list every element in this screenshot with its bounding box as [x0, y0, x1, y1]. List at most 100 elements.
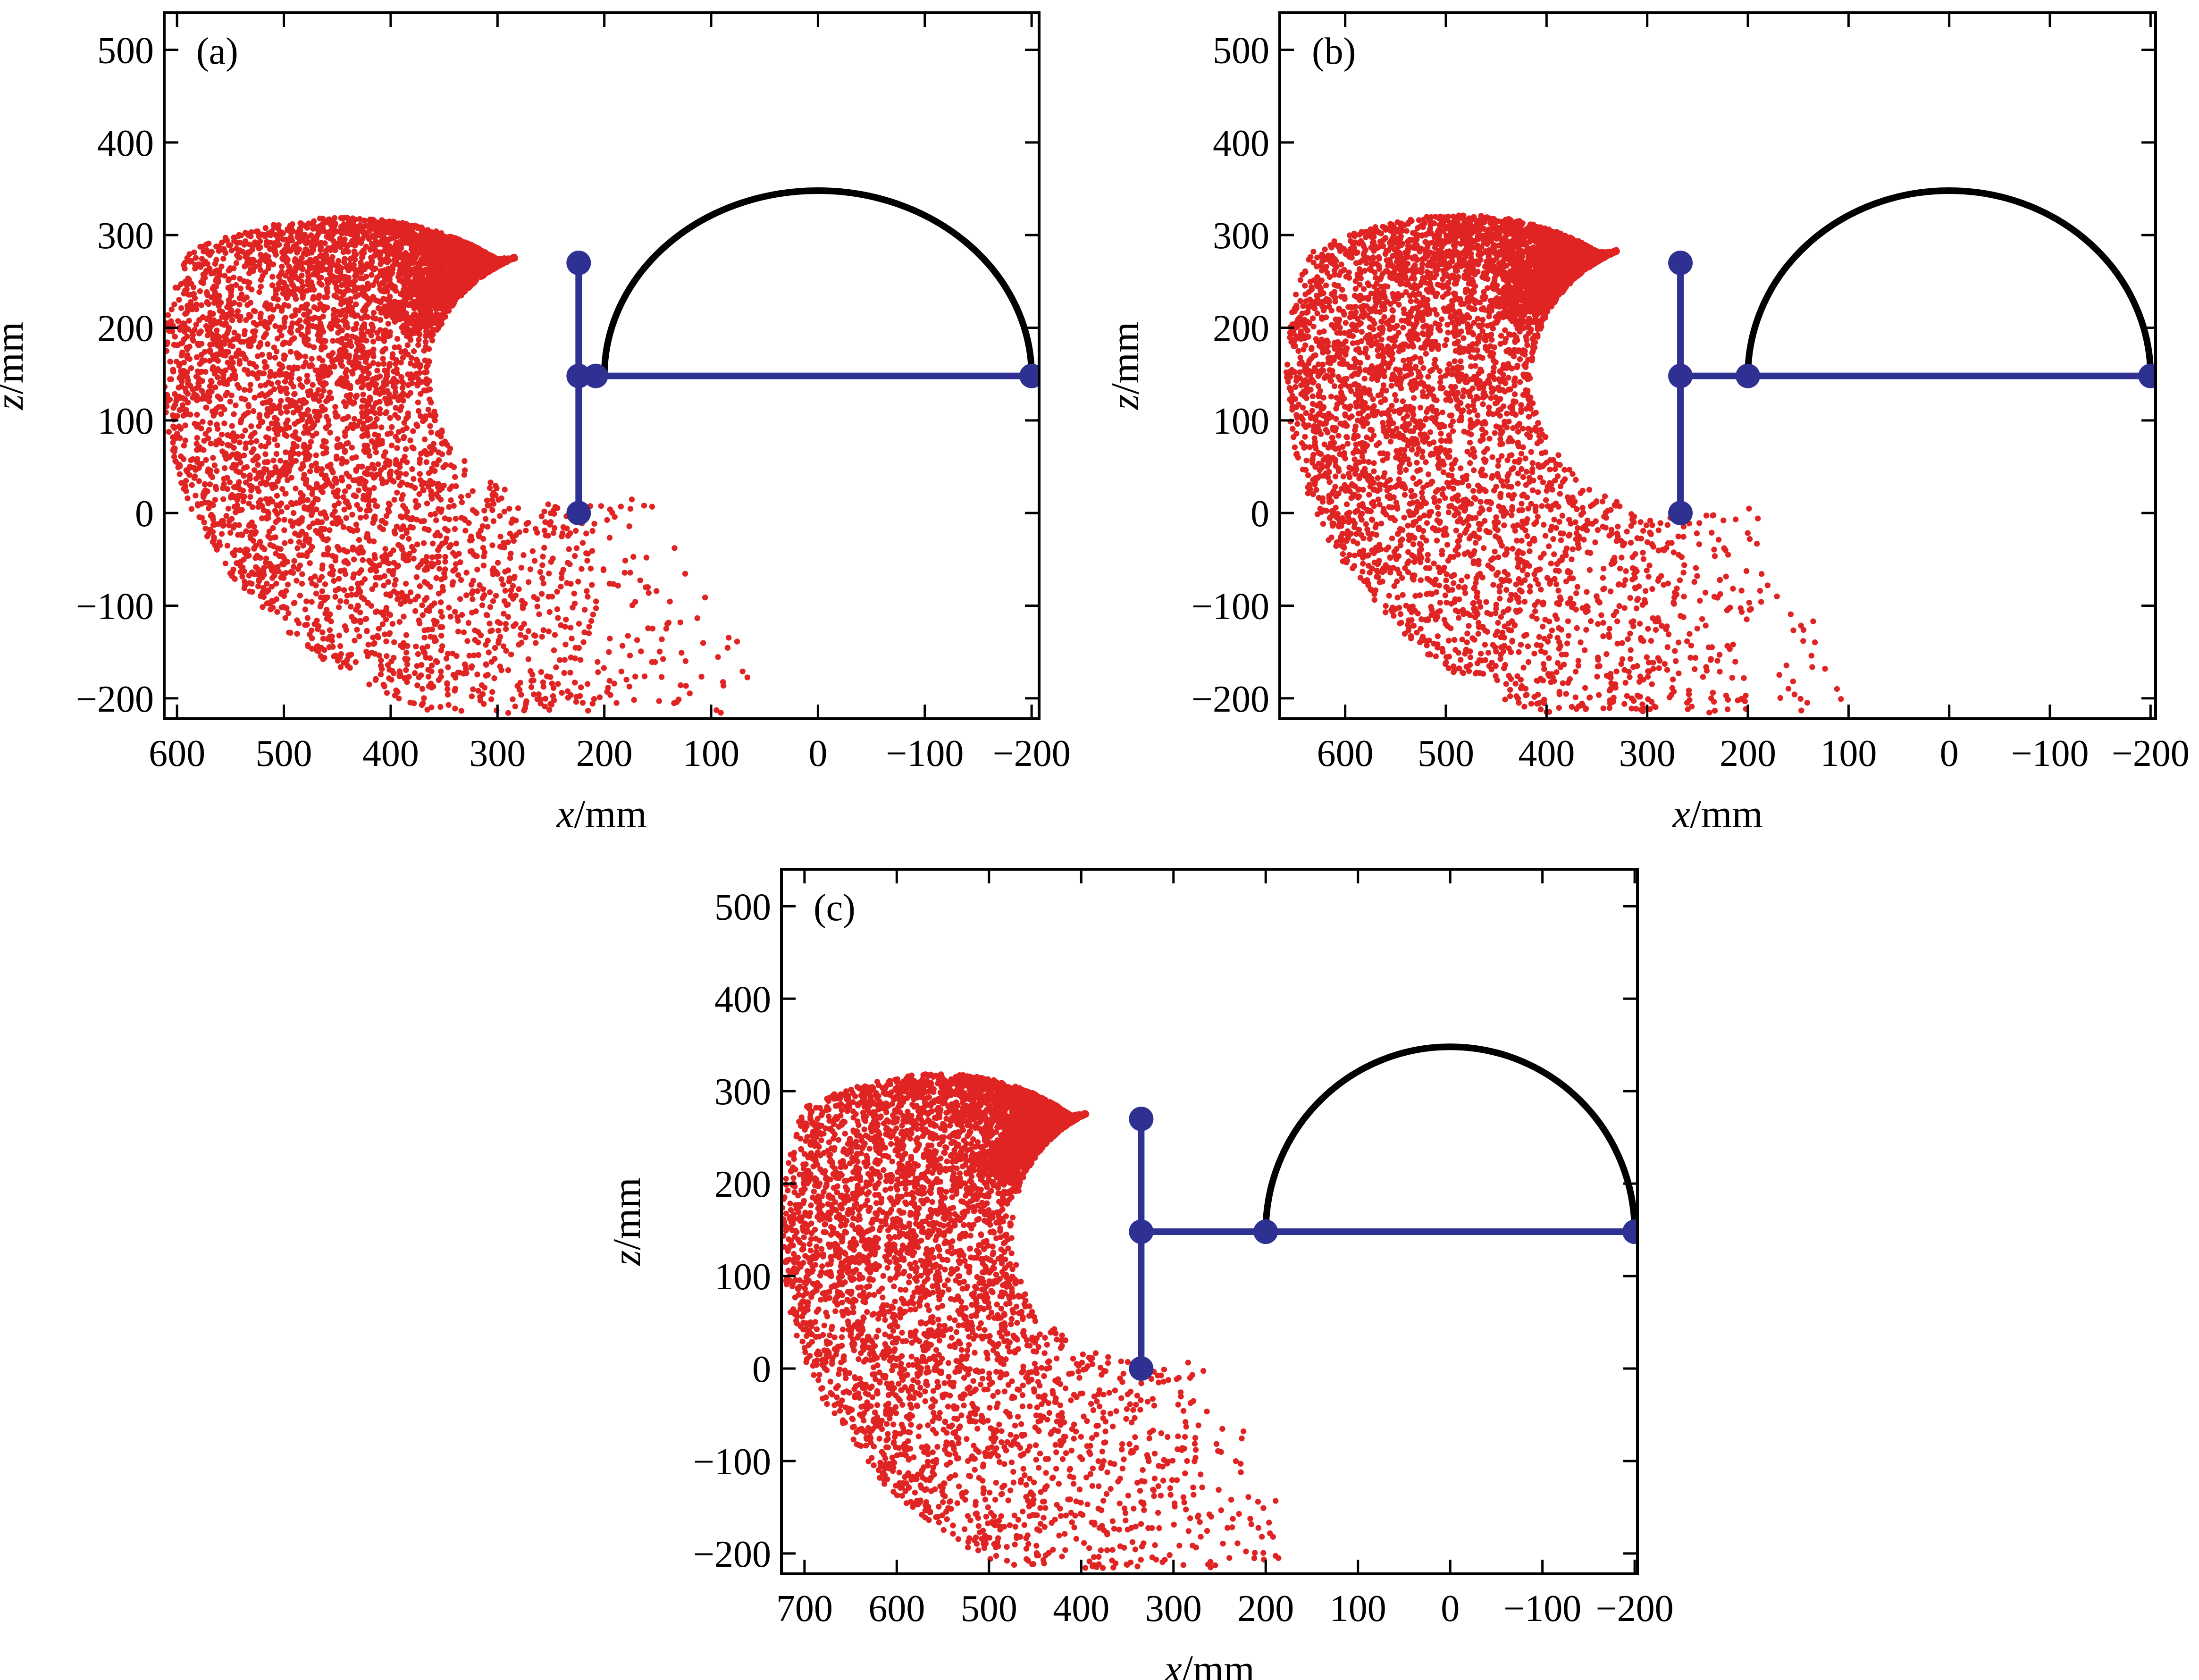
workspace-point [360, 275, 366, 282]
workspace-point [480, 545, 487, 551]
workspace-point [258, 480, 264, 487]
workspace-point [380, 347, 386, 353]
workspace-point [209, 408, 216, 414]
workspace-point [193, 306, 200, 312]
workspace-point [541, 528, 548, 534]
workspace-point [525, 656, 532, 663]
workspace-point [402, 655, 408, 662]
workspace-point [295, 451, 302, 457]
workspace-point [267, 354, 273, 360]
workspace-point [505, 539, 511, 546]
workspace-point [181, 290, 187, 297]
workspace-point [451, 503, 457, 509]
workspace-point [314, 617, 320, 624]
workspace-point [397, 543, 403, 549]
workspace-point [403, 446, 409, 452]
workspace-point [343, 278, 349, 285]
workspace-point [269, 605, 276, 611]
workspace-point [467, 538, 473, 544]
workspace-point [682, 571, 688, 577]
workspace-point [295, 286, 301, 292]
workspace-point [492, 645, 498, 651]
workspace-point [366, 453, 373, 459]
workspace-point [241, 386, 248, 393]
workspace-point [224, 475, 230, 481]
workspace-point [318, 487, 324, 494]
workspace-point [355, 285, 362, 291]
workspace-point [354, 502, 360, 508]
workspace-point [365, 641, 371, 648]
workspace-point [389, 621, 396, 627]
workspace-point [242, 354, 248, 361]
workspace-point [377, 373, 383, 379]
workspace-point [437, 262, 444, 268]
workspace-point [432, 532, 438, 538]
workspace-point [525, 520, 531, 526]
workspace-point [527, 566, 534, 572]
workspace-point [373, 400, 379, 406]
workspace-point [456, 236, 462, 243]
workspace-point [309, 356, 315, 362]
workspace-point [321, 438, 327, 444]
workspace-point [399, 385, 406, 391]
workspace-point [353, 241, 359, 248]
workspace-point [272, 484, 278, 490]
workspace-point [243, 464, 250, 470]
workspace-point [185, 306, 191, 313]
workspace-point [230, 274, 237, 281]
workspace-point [372, 651, 378, 657]
workspace-point [407, 390, 413, 396]
workspace-point [627, 570, 633, 576]
workspace-point [313, 452, 319, 458]
workspace-point [313, 506, 319, 512]
workspace-point [495, 619, 501, 625]
workspace-point [379, 554, 386, 560]
workspace-point [268, 240, 274, 246]
workspace-point [404, 261, 410, 268]
workspace-point [443, 241, 449, 247]
workspace-point [428, 668, 435, 674]
workspace-point [415, 247, 421, 253]
workspace-point [192, 327, 198, 333]
workspace-point [394, 590, 400, 597]
workspace-point [242, 582, 248, 589]
workspace-point [489, 542, 495, 548]
workspace-point [397, 271, 403, 277]
workspace-point [421, 526, 428, 532]
workspace-point [470, 588, 476, 595]
workspace-point [231, 237, 237, 244]
workspace-point [383, 638, 389, 645]
workspace-point [394, 336, 401, 342]
workspace-point [414, 682, 420, 689]
workspace-point [200, 314, 206, 320]
workspace-point [362, 218, 368, 224]
workspace-point [352, 266, 358, 272]
workspace-point [497, 513, 503, 519]
workspace-point [273, 550, 279, 557]
workspace-point [391, 639, 397, 646]
workspace-point [193, 441, 200, 447]
workspace-point [264, 515, 270, 522]
workspace-point [281, 319, 287, 326]
workspace-point [198, 341, 205, 347]
workspace-point [598, 503, 604, 509]
workspace-point [555, 681, 561, 687]
workspace-point [319, 466, 325, 472]
workspace-point [383, 513, 390, 519]
workspace-point [224, 314, 230, 320]
workspace-point [510, 623, 517, 630]
workspace-point [278, 398, 284, 404]
workspace-point [421, 253, 427, 260]
workspace-point [525, 628, 532, 634]
workspace-point [276, 285, 282, 291]
workspace-point [353, 659, 359, 665]
workspace-point [223, 349, 229, 355]
workspace-point [387, 612, 394, 618]
workspace-point [405, 410, 411, 416]
workspace-point [228, 516, 235, 522]
workspace-point [166, 328, 172, 334]
workspace-point [373, 449, 379, 455]
workspace-point [187, 292, 193, 298]
workspace-point [354, 527, 361, 533]
workspace-point [353, 361, 360, 368]
